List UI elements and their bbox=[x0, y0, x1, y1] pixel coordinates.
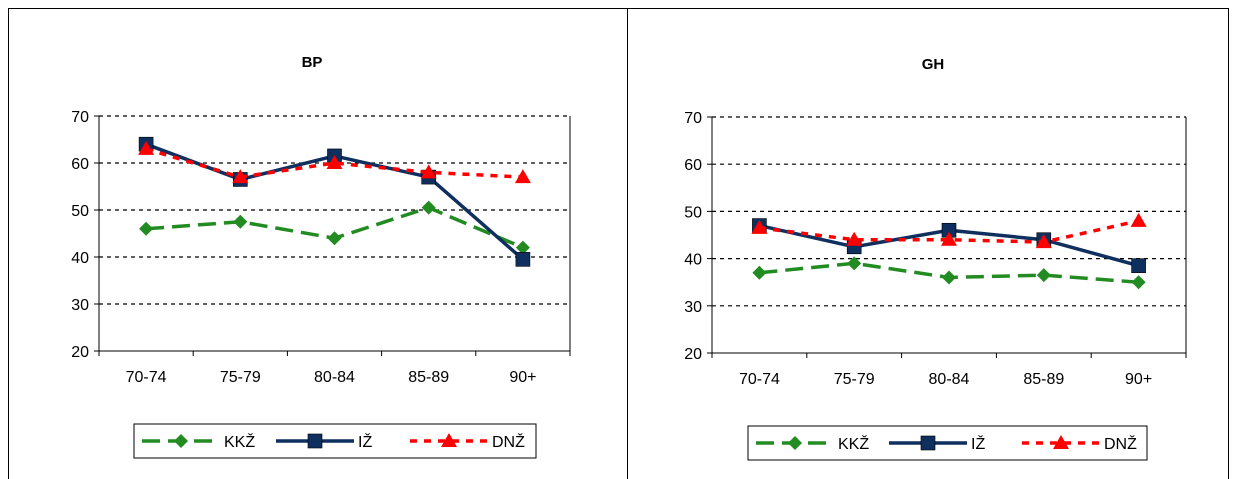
data-point bbox=[421, 200, 436, 215]
y-tick-label: 70 bbox=[71, 109, 89, 126]
x-tick-label: 70-74 bbox=[739, 371, 780, 388]
data-point bbox=[846, 231, 863, 246]
data-point bbox=[751, 219, 768, 234]
series-0 bbox=[752, 256, 1146, 290]
data-point bbox=[941, 231, 957, 246]
y-tick-label: 60 bbox=[71, 156, 89, 173]
x-tick-label: 85-89 bbox=[1023, 371, 1064, 388]
chart-panel-gh: GH 20 30 40 50 60 70 70-74 75-79 80-84 85-89 90+ KKŽ… bbox=[628, 9, 1228, 479]
data-point bbox=[514, 169, 531, 184]
chart-title: GH bbox=[922, 56, 945, 73]
data-point bbox=[1131, 258, 1146, 273]
legend-marker bbox=[920, 435, 936, 451]
figure-frame bbox=[8, 8, 1229, 479]
data-point bbox=[138, 140, 155, 155]
legend-label: KKŽ bbox=[838, 434, 869, 453]
data-point bbox=[1036, 268, 1051, 283]
data-point bbox=[1130, 212, 1147, 227]
legend-label: KKŽ bbox=[224, 432, 255, 451]
x-tick-label: 80-84 bbox=[314, 369, 355, 386]
legend-label: DNŽ bbox=[1104, 434, 1137, 453]
data-point bbox=[326, 155, 343, 169]
data-point bbox=[847, 256, 862, 271]
x-tick-label: 80-84 bbox=[929, 371, 970, 388]
x-tick-label: 70-74 bbox=[126, 369, 167, 386]
data-point bbox=[515, 252, 531, 267]
data-point bbox=[233, 214, 248, 229]
y-tick-label: 20 bbox=[684, 346, 702, 363]
data-point bbox=[1131, 275, 1146, 290]
legend-label: DNŽ bbox=[492, 432, 525, 451]
series-2 bbox=[138, 140, 531, 184]
y-tick-label: 40 bbox=[71, 250, 89, 267]
y-tick-label: 70 bbox=[684, 110, 702, 127]
data-point bbox=[942, 270, 956, 285]
legend-marker bbox=[174, 434, 188, 448]
x-tick-label: 90+ bbox=[1125, 371, 1152, 388]
chart-bp: BP 20 30 40 50 60 70 70-74 75-79 80-84 85-89 90+ KKŽ… bbox=[71, 54, 571, 459]
data-point bbox=[752, 265, 767, 280]
legend-label: IŽ bbox=[971, 434, 985, 453]
legend-marker bbox=[441, 433, 457, 447]
legend-marker bbox=[1053, 435, 1069, 449]
series-0 bbox=[139, 200, 530, 255]
legend-marker bbox=[307, 433, 323, 449]
y-tick-label: 20 bbox=[71, 344, 89, 361]
data-point bbox=[327, 231, 342, 246]
chart-gh: GH 20 30 40 50 60 70 70-74 75-79 80-84 85-89 90+ KKŽ… bbox=[684, 56, 1187, 461]
data-point bbox=[139, 221, 154, 236]
chart-title: BP bbox=[302, 54, 323, 71]
x-tick-label: 90+ bbox=[509, 369, 536, 386]
data-point bbox=[420, 164, 437, 179]
chart-panel-bp: BP 20 30 40 50 60 70 70-74 75-79 80-84 85-89 90+ KKŽ… bbox=[9, 9, 627, 479]
panel-divider bbox=[627, 8, 628, 479]
data-point bbox=[515, 240, 530, 255]
x-tick-label: 85-89 bbox=[408, 369, 449, 386]
legend-marker bbox=[788, 436, 802, 450]
x-tick-label: 75-79 bbox=[220, 369, 261, 386]
legend-label: IŽ bbox=[358, 432, 372, 451]
y-tick-label: 40 bbox=[684, 252, 702, 269]
y-tick-label: 30 bbox=[684, 299, 702, 316]
y-tick-label: 60 bbox=[684, 157, 702, 174]
series-2 bbox=[751, 212, 1147, 249]
y-tick-label: 30 bbox=[71, 297, 89, 314]
x-tick-label: 75-79 bbox=[834, 371, 875, 388]
data-point bbox=[232, 169, 249, 184]
data-point bbox=[1035, 234, 1052, 249]
y-tick-label: 50 bbox=[71, 203, 89, 220]
y-tick-label: 50 bbox=[684, 204, 702, 221]
